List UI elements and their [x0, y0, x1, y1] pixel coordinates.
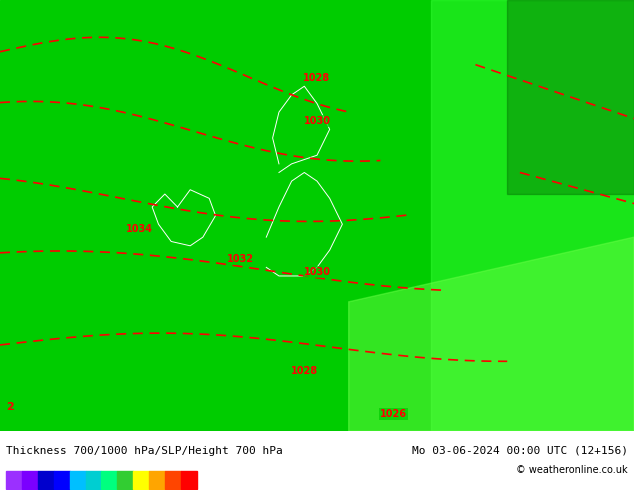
Bar — [6, 471, 22, 489]
Bar — [22, 471, 38, 489]
Text: Mo 03-06-2024 00:00 UTC (12+156): Mo 03-06-2024 00:00 UTC (12+156) — [411, 446, 628, 456]
Bar — [54, 471, 70, 489]
Polygon shape — [349, 237, 634, 431]
Bar — [86, 471, 101, 489]
Polygon shape — [507, 0, 634, 194]
Text: 1032: 1032 — [228, 254, 254, 264]
Text: © weatheronline.co.uk: © weatheronline.co.uk — [516, 466, 628, 475]
Bar — [117, 471, 133, 489]
Text: 2: 2 — [6, 402, 14, 412]
Text: 1030: 1030 — [304, 116, 330, 126]
Bar — [101, 471, 117, 489]
Bar — [165, 471, 181, 489]
Text: 1026: 1026 — [380, 409, 406, 419]
Bar — [181, 471, 197, 489]
Text: Thickness 700/1000 hPa/SLP/Height 700 hPa: Thickness 700/1000 hPa/SLP/Height 700 hP… — [6, 446, 283, 456]
Bar — [149, 471, 165, 489]
Text: 1030: 1030 — [304, 267, 330, 277]
Text: 1028: 1028 — [304, 73, 330, 83]
Bar — [70, 471, 86, 489]
Bar — [133, 471, 149, 489]
Text: 1028: 1028 — [291, 366, 318, 376]
Bar — [38, 471, 54, 489]
Text: 1034: 1034 — [126, 223, 153, 234]
Polygon shape — [431, 0, 634, 431]
